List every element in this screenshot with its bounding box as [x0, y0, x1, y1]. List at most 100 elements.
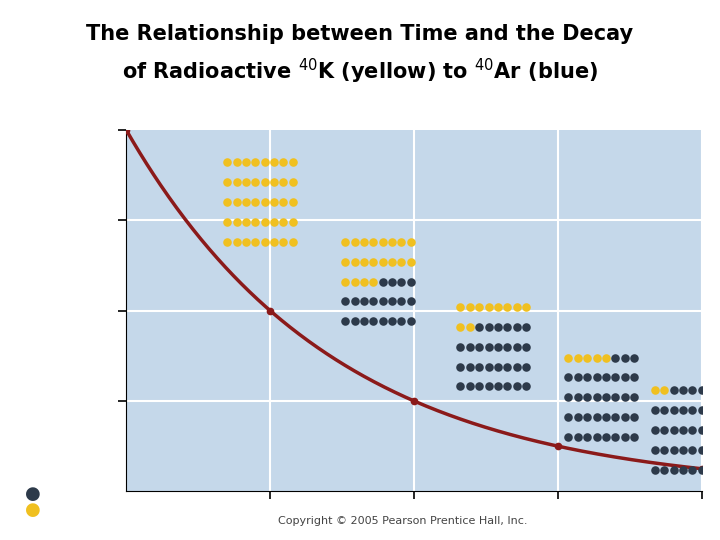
Point: [600, 353, 612, 362]
Point: [240, 198, 252, 206]
Point: [619, 433, 631, 442]
Point: [483, 382, 495, 391]
Point: [696, 426, 708, 434]
Point: [649, 386, 661, 394]
Point: [259, 178, 271, 186]
Point: [250, 198, 261, 206]
Point: [563, 413, 575, 422]
Point: [387, 317, 398, 326]
Point: [715, 406, 720, 414]
Point: [572, 393, 584, 402]
Point: [678, 465, 689, 474]
Point: [582, 373, 593, 382]
Point: [659, 426, 670, 434]
Point: [649, 406, 661, 414]
Point: [377, 238, 389, 246]
Point: [520, 342, 531, 351]
Point: [600, 413, 612, 422]
Point: [628, 353, 640, 362]
Point: [240, 158, 252, 166]
Point: [511, 362, 523, 371]
Point: [455, 322, 467, 331]
Point: [240, 218, 252, 226]
Point: [464, 362, 476, 371]
Point: [492, 362, 504, 371]
Point: [628, 413, 640, 422]
Point: [340, 297, 351, 306]
Point: [492, 302, 504, 311]
Point: [222, 198, 233, 206]
Point: [359, 258, 370, 266]
Point: [278, 238, 289, 246]
Point: [668, 386, 680, 394]
Point: [706, 446, 717, 454]
Point: [359, 277, 370, 286]
Point: [464, 342, 476, 351]
Point: [250, 178, 261, 186]
Point: [368, 238, 379, 246]
Point: [582, 413, 593, 422]
Point: [269, 218, 280, 226]
Point: [511, 382, 523, 391]
Point: [464, 302, 476, 311]
Point: [563, 433, 575, 442]
Point: [359, 317, 370, 326]
Point: [609, 393, 621, 402]
Point: [269, 238, 280, 246]
Point: [582, 353, 593, 362]
Point: [231, 178, 243, 186]
Point: [387, 258, 398, 266]
Point: [609, 353, 621, 362]
Point: [396, 258, 408, 266]
Point: [649, 426, 661, 434]
Point: [287, 238, 299, 246]
Point: [668, 446, 680, 454]
Point: [474, 322, 485, 331]
Point: [349, 317, 361, 326]
Point: [368, 317, 379, 326]
Point: [706, 426, 717, 434]
Point: [231, 158, 243, 166]
Point: [572, 353, 584, 362]
Point: [649, 465, 661, 474]
Point: [600, 373, 612, 382]
Point: [659, 465, 670, 474]
Point: [396, 238, 408, 246]
Point: [502, 322, 513, 331]
Point: [483, 342, 495, 351]
Point: [678, 386, 689, 394]
Point: [628, 433, 640, 442]
Point: [590, 433, 602, 442]
Point: [349, 277, 361, 286]
Point: [287, 198, 299, 206]
Point: [706, 386, 717, 394]
Point: [483, 302, 495, 311]
Point: [259, 158, 271, 166]
Point: [269, 158, 280, 166]
Point: [492, 322, 504, 331]
Point: [678, 406, 689, 414]
Text: Copyright © 2005 Pearson Prentice Hall, Inc.: Copyright © 2005 Pearson Prentice Hall, …: [279, 516, 528, 526]
Point: [287, 218, 299, 226]
Point: [619, 413, 631, 422]
Point: [278, 158, 289, 166]
Point: [619, 353, 631, 362]
Point: [502, 342, 513, 351]
Point: [250, 238, 261, 246]
Point: [572, 413, 584, 422]
Point: [687, 465, 698, 474]
Point: [609, 433, 621, 442]
Point: [231, 198, 243, 206]
Point: [520, 362, 531, 371]
Point: [231, 218, 243, 226]
Point: [387, 297, 398, 306]
Point: [520, 382, 531, 391]
Point: [250, 158, 261, 166]
Point: [387, 238, 398, 246]
Point: [287, 178, 299, 186]
Point: [572, 373, 584, 382]
Point: [377, 297, 389, 306]
Point: [563, 393, 575, 402]
Point: [222, 238, 233, 246]
Point: [396, 297, 408, 306]
